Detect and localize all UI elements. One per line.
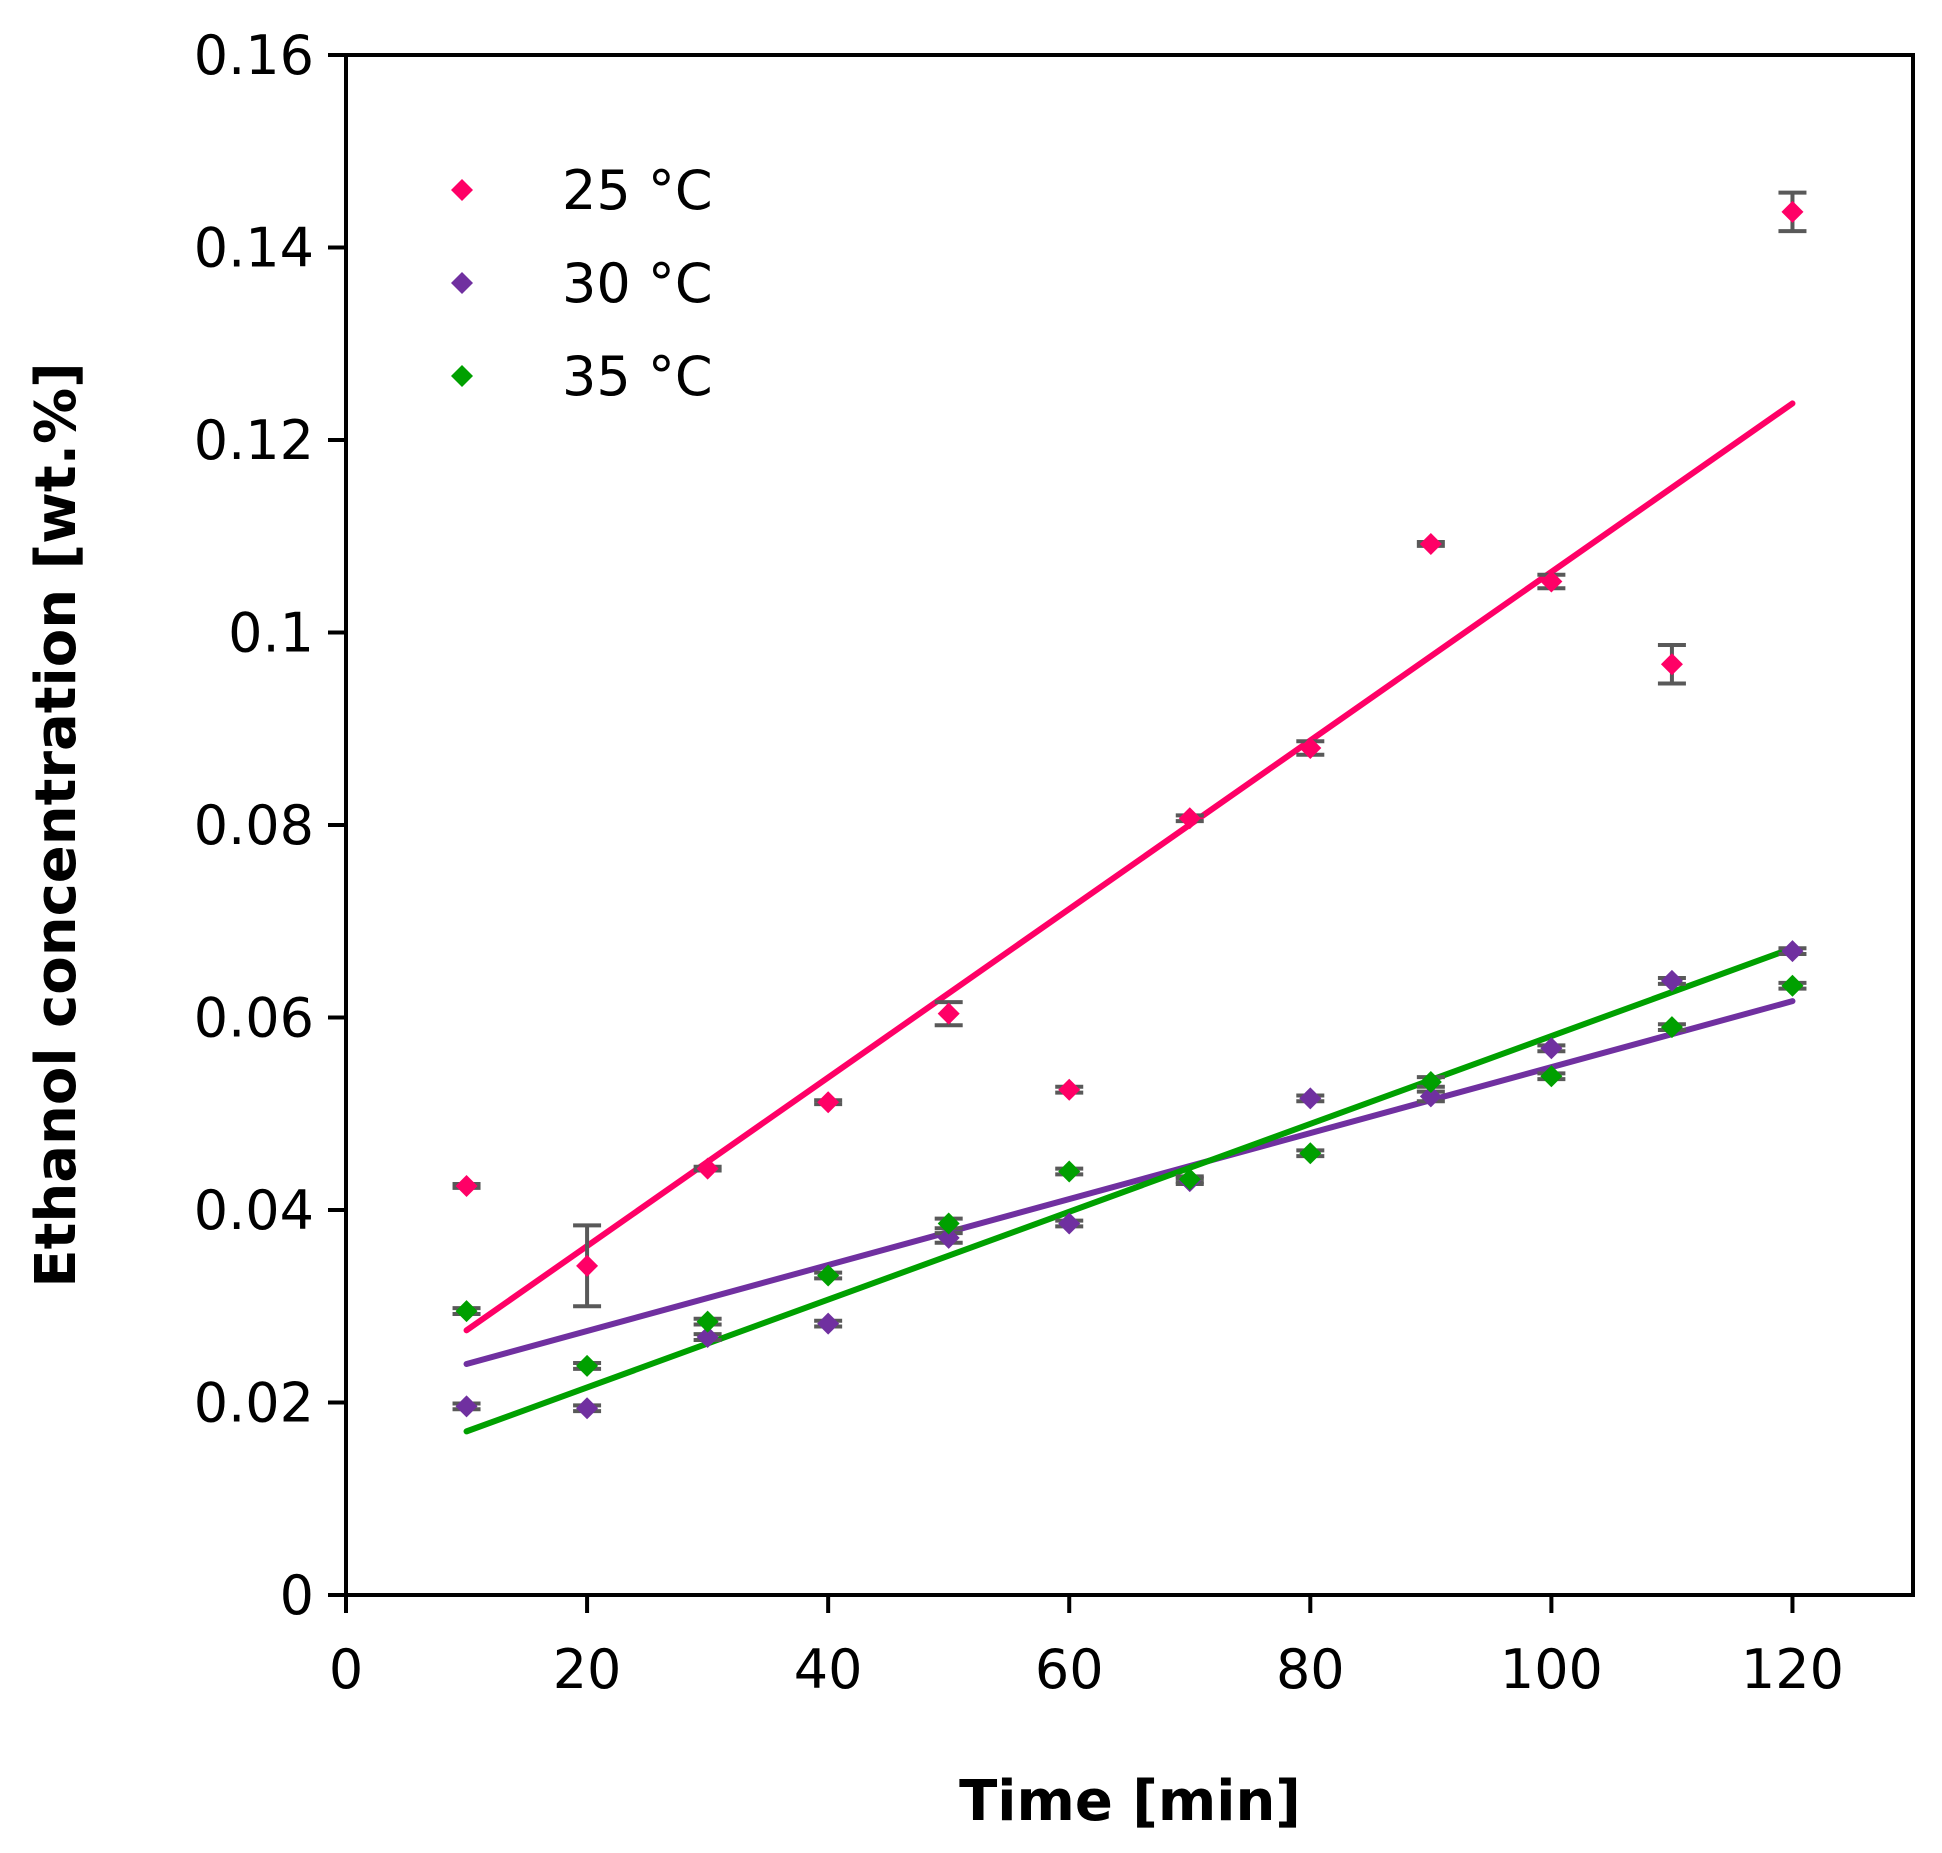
x-tick-label: 20 — [553, 1638, 622, 1701]
data-point-35c — [1781, 974, 1804, 997]
y-tick-label: 0.06 — [194, 987, 314, 1050]
x-tick-label: 40 — [794, 1638, 863, 1701]
data-point-35c — [1660, 1016, 1683, 1039]
legend-marker — [451, 179, 473, 201]
data-point-35c — [1299, 1142, 1322, 1165]
y-axis-title: Ethanol concentration [wt.%] — [24, 362, 89, 1287]
legend-label: 25 °C — [562, 159, 713, 222]
data-point-25c — [455, 1174, 478, 1197]
data-point-30c — [1781, 940, 1804, 963]
x-tick-label: 80 — [1276, 1638, 1345, 1701]
data-point-25c — [1299, 737, 1322, 759]
data-point-35c — [1178, 1168, 1201, 1191]
data-point-30c — [1419, 1085, 1442, 1108]
data-point-25c — [1660, 653, 1683, 676]
legend-item: 25 °C — [451, 159, 713, 222]
data-point-30c — [1540, 1037, 1563, 1060]
data-point-25c — [1540, 570, 1563, 593]
data-point-35c — [937, 1212, 960, 1235]
data-point-25c — [817, 1091, 840, 1114]
y-tick-label: 0.02 — [194, 1372, 314, 1435]
data-point-25c — [1058, 1078, 1081, 1101]
trendline-30c — [463, 998, 1796, 1367]
data-point-35c — [1419, 1070, 1442, 1093]
y-tick-label: 0.12 — [194, 409, 314, 472]
trendline-25c — [463, 400, 1796, 1334]
legend-marker — [451, 365, 473, 387]
x-tick-label: 120 — [1741, 1638, 1844, 1701]
y-tick-label: 0.1 — [228, 602, 314, 665]
data-point-35c — [1058, 1160, 1081, 1183]
data-point-25c — [576, 1254, 599, 1277]
x-tick-label: 0 — [329, 1638, 363, 1701]
legend-item: 30 °C — [451, 252, 713, 315]
data-points — [455, 200, 1804, 1420]
data-point-30c — [576, 1397, 599, 1420]
data-point-25c — [1419, 532, 1442, 555]
y-tick-label: 0.08 — [194, 794, 314, 857]
x-axis: 0 20 40 60 80 100 120 — [329, 1595, 1844, 1701]
legend: 25 °C 30 °C 35 °C — [451, 159, 713, 408]
x-tick-label: 100 — [1500, 1638, 1603, 1701]
data-point-35c — [455, 1300, 478, 1323]
data-point-30c — [817, 1312, 840, 1335]
y-tick-label: 0.04 — [194, 1179, 314, 1242]
trendline-35c — [463, 945, 1796, 1435]
data-point-35c — [696, 1310, 719, 1333]
data-point-30c — [455, 1395, 478, 1418]
data-point-30c — [1299, 1087, 1322, 1110]
legend-label: 35 °C — [562, 345, 713, 408]
data-point-25c — [696, 1157, 719, 1180]
x-tick-label: 60 — [1035, 1638, 1104, 1701]
data-point-25c — [1781, 200, 1804, 223]
legend-marker — [451, 272, 473, 294]
y-tick-label: 0.14 — [194, 217, 314, 280]
data-point-35c — [1540, 1065, 1563, 1088]
data-point-30c — [1660, 969, 1683, 992]
trendlines — [463, 400, 1796, 1435]
data-point-30c — [1058, 1212, 1081, 1235]
legend-label: 30 °C — [562, 252, 713, 315]
y-tick-label: 0 — [280, 1564, 314, 1627]
data-point-25c — [1178, 807, 1201, 830]
data-point-30c — [937, 1226, 960, 1249]
data-point-30c — [696, 1326, 719, 1349]
x-axis-title: Time [min] — [959, 1769, 1301, 1834]
legend-item: 35 °C — [451, 345, 713, 408]
data-point-25c — [937, 1002, 960, 1025]
data-point-35c — [817, 1264, 840, 1287]
y-axis: 0 0.02 0.04 0.06 0.08 0.1 0.12 0.14 0.16 — [194, 24, 346, 1627]
data-point-35c — [576, 1354, 599, 1377]
y-tick-label: 0.16 — [194, 24, 314, 87]
